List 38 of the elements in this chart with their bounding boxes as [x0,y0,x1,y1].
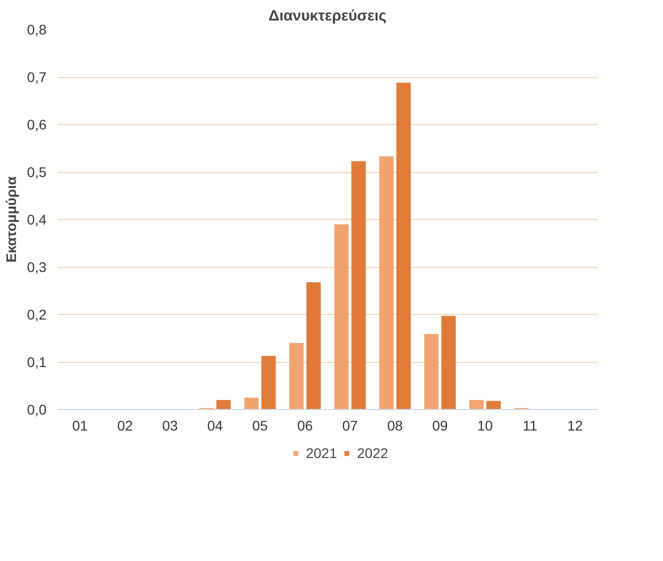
x-tick-label: 07 [342,418,358,434]
y-tick-label: 0,7 [27,69,47,85]
bar [441,316,456,410]
bar [289,343,304,410]
y-tick-label: 0,5 [27,164,47,180]
x-tick-label: 03 [162,418,178,434]
x-tick-label: 01 [72,418,88,434]
bar [261,356,276,410]
y-tick-label: 0,6 [27,116,47,132]
y-tick-label: 0,3 [27,259,47,275]
bar [351,161,366,410]
bar [379,156,394,410]
x-tick-label: 04 [207,418,223,434]
y-tick-label: 0,0 [27,402,47,418]
y-tick-label: 0,4 [27,212,47,228]
bar [396,82,411,410]
y-tick-label: 0,2 [27,306,47,322]
bar [486,400,501,410]
legend-label: 2021 [306,445,337,461]
y-tick-label: 0,1 [27,354,47,370]
bar [334,224,349,410]
bar [306,282,321,410]
x-tick-label: 12 [567,418,583,434]
x-tick-label: 10 [477,418,493,434]
y-axis-title: Εκατομμύρια [3,176,20,263]
x-tick-label: 09 [432,418,448,434]
x-tick-label: 02 [117,418,133,434]
x-tick-label: 05 [252,418,268,434]
chart-title: Διανυκτερεύσεις [268,8,387,24]
x-tick-label: 06 [297,418,313,434]
bar [216,400,231,410]
legend-label: 2022 [357,445,388,461]
y-tick-label: 0,8 [27,22,47,38]
x-tick-label: 08 [387,418,403,434]
bar [424,334,439,410]
bar [244,398,259,410]
x-tick-label: 11 [522,418,538,434]
bar [469,400,484,410]
